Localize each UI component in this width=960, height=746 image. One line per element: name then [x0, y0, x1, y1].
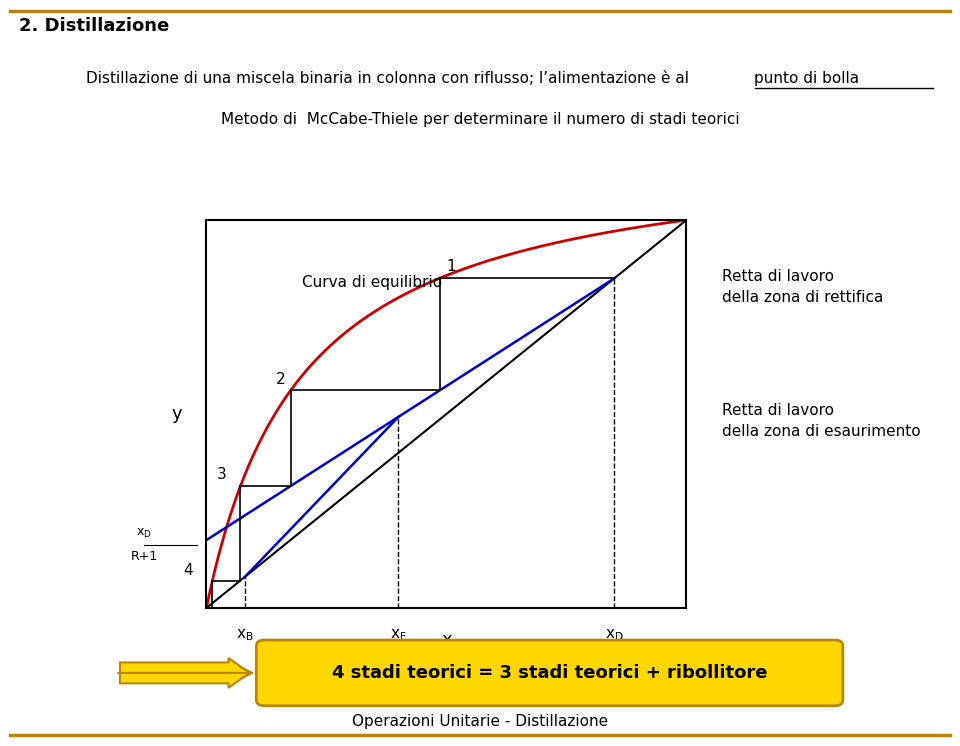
Text: 3: 3 — [216, 467, 227, 482]
Text: x: x — [441, 631, 452, 649]
Text: 2. Distillazione: 2. Distillazione — [19, 17, 170, 35]
Text: Retta di lavoro
della zona di rettifica: Retta di lavoro della zona di rettifica — [722, 269, 883, 305]
Text: 4: 4 — [183, 562, 193, 577]
Text: Metodo di  McCabe-Thiele per determinare il numero di stadi teorici: Metodo di McCabe-Thiele per determinare … — [221, 112, 739, 127]
Text: 4 stadi teorici = 3 stadi teorici + ribollitore: 4 stadi teorici = 3 stadi teorici + ribo… — [332, 664, 767, 682]
Text: 2: 2 — [276, 372, 286, 386]
Text: Retta di lavoro
della zona di esaurimento: Retta di lavoro della zona di esauriment… — [722, 404, 921, 439]
Text: Distillazione di una miscela binaria in colonna con riflusso; l’alimentazione è : Distillazione di una miscela binaria in … — [86, 71, 694, 86]
Text: x$_\mathregular{F}$: x$_\mathregular{F}$ — [390, 627, 407, 643]
Text: 1: 1 — [446, 260, 456, 275]
Text: R+1: R+1 — [131, 550, 157, 562]
FancyArrow shape — [120, 658, 250, 688]
Text: x$_\mathregular{D}$: x$_\mathregular{D}$ — [136, 527, 152, 540]
FancyBboxPatch shape — [256, 640, 843, 706]
Text: y: y — [172, 405, 182, 423]
Text: punto di bolla: punto di bolla — [754, 71, 859, 86]
Text: x$_\mathregular{D}$: x$_\mathregular{D}$ — [605, 627, 624, 643]
Text: Curva di equilibrio: Curva di equilibrio — [302, 275, 443, 289]
Text: x$_\mathregular{B}$: x$_\mathregular{B}$ — [236, 627, 253, 643]
Text: Operazioni Unitarie - Distillazione: Operazioni Unitarie - Distillazione — [352, 714, 608, 729]
